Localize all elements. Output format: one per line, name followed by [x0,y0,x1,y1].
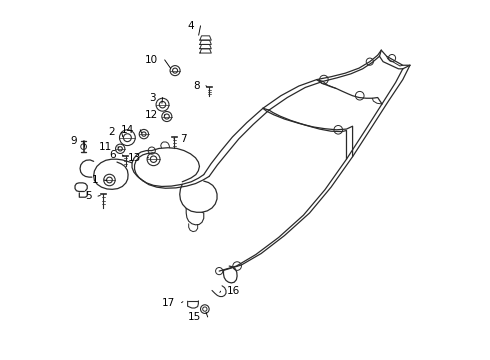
Text: 4: 4 [188,21,194,31]
Text: 9: 9 [71,136,77,146]
Text: 17: 17 [162,298,175,308]
Text: 8: 8 [193,81,199,91]
Text: 12: 12 [145,110,158,120]
Text: 1: 1 [91,175,98,185]
Text: 2: 2 [109,127,115,137]
Text: 6: 6 [109,150,116,160]
Text: 13: 13 [128,153,141,163]
Text: 10: 10 [145,55,158,65]
Text: 14: 14 [121,125,134,135]
Text: 3: 3 [149,93,156,103]
Text: 11: 11 [98,141,112,152]
Text: 16: 16 [227,286,240,296]
Text: 5: 5 [85,191,92,201]
Text: 7: 7 [180,134,187,144]
Text: 15: 15 [188,312,201,322]
